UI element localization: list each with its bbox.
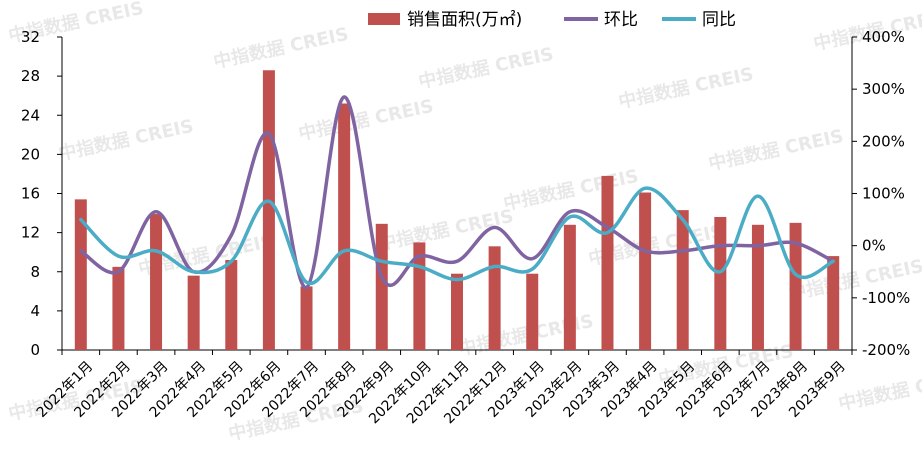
right-tick-label: 0% [862,237,886,255]
bar-sales-area [639,192,652,350]
bar-sales-area [300,286,313,350]
watermark-text: 中指数据 CREIS [836,365,922,415]
left-tick-label: 8 [30,263,40,281]
bar-sales-area [225,260,238,350]
bar-sales-area [488,246,501,350]
bar-sales-area [375,223,388,350]
bar-sales-area [827,256,840,350]
left-tick-label: 28 [21,67,40,85]
bar-sales-area [563,224,576,350]
bar-sales-area [714,216,727,350]
watermark-text: 中指数据 CREIS [296,95,435,145]
bar-sales-area [338,103,351,350]
watermark-text: 中指数据 CREIS [416,43,555,93]
bar-sales-area [676,210,689,350]
right-tick-label: -200% [862,341,910,359]
line-series [79,95,835,290]
right-tick-label: 400% [862,28,905,46]
bar-sales-area [751,224,764,350]
left-tick-label: 12 [21,224,40,242]
legend-label-sales: 销售面积(万㎡) [407,10,522,30]
bar-sales-area [601,175,614,350]
right-tick-label: -100% [862,289,910,307]
bar-sales-area [150,214,163,350]
bar-sales-area [112,266,125,350]
left-tick-label: 32 [21,28,40,46]
watermark-text: 中指数据 CREIS [501,165,640,215]
bar-sales-area [413,242,426,350]
left-tick-label: 0 [30,341,40,359]
bar-sales-area [187,275,200,350]
left-tick-label: 24 [21,106,40,124]
bar-sales-area [526,273,539,350]
legend-label-yoy: 同比 [702,10,736,30]
bar-series [74,70,840,350]
right-tick-label: 100% [862,185,905,203]
watermark-text: 中指数据 CREIS [56,115,195,165]
left-tick-label: 16 [21,185,40,203]
bar-sales-area [789,222,802,350]
watermark-text: 中指数据 CREIS [211,23,350,73]
left-tick-label: 4 [30,302,40,320]
right-tick-label: 200% [862,132,905,150]
line-mom [79,95,835,290]
legend-label-mom: 环比 [604,10,638,30]
bar-sales-area [262,70,275,350]
watermark-text: 中指数据 CREIS [706,125,845,175]
right-tick-label: 300% [862,80,905,98]
legend: 销售面积(万㎡) 环比 同比 [368,10,736,30]
legend-swatch-sales [368,13,400,25]
bar-sales-area [74,199,87,350]
watermark-text: 中指数据 CREIS [616,63,755,113]
left-tick-label: 20 [21,145,40,163]
bar-sales-area [451,273,463,350]
